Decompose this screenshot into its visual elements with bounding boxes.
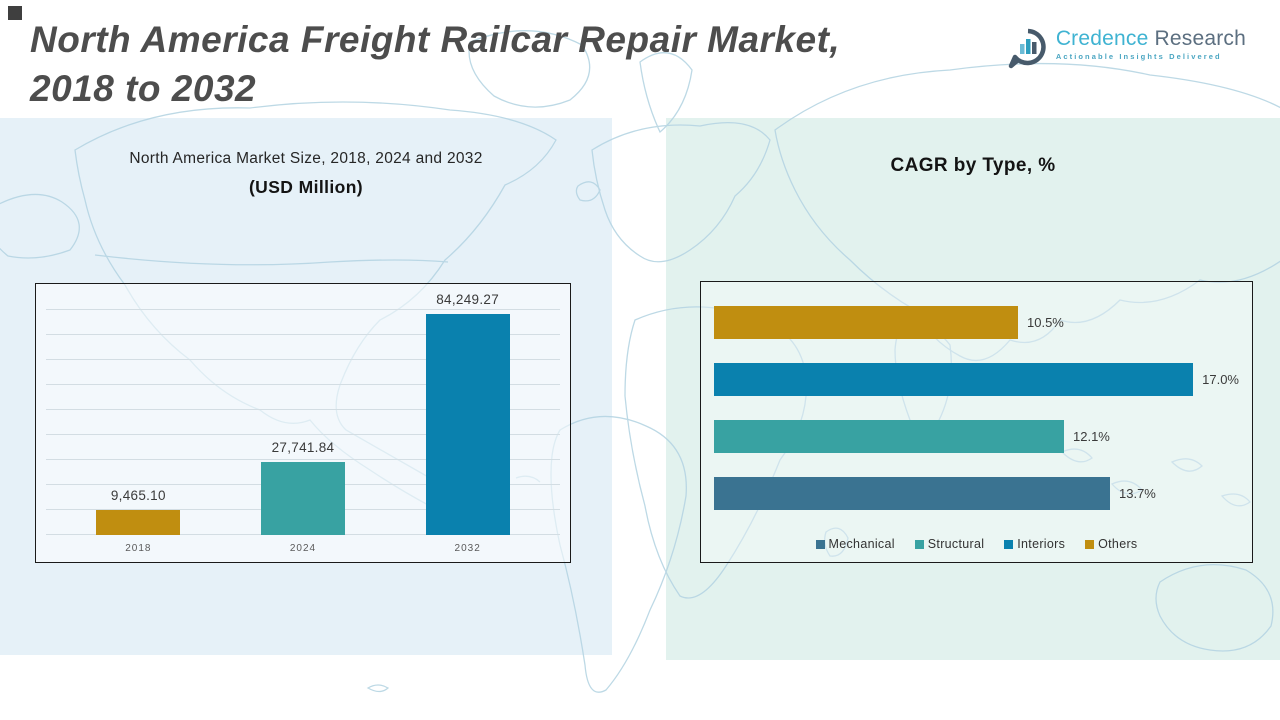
cagr-chart-title: CAGR by Type, % xyxy=(890,155,1056,176)
map-falklands xyxy=(366,684,390,693)
cagr-bar-mechanical xyxy=(714,477,1110,510)
legend-item-others: Others xyxy=(1085,537,1137,551)
legend-swatch xyxy=(1085,539,1095,549)
legend-item-structural: Structural xyxy=(914,537,985,551)
corner-accent-square xyxy=(8,6,22,20)
cagr-bar-row-mechanical: 13.7% xyxy=(714,477,1239,510)
cagr-bar-row-interiors: 17.0% xyxy=(714,363,1239,396)
legend-item-interiors: Interiors xyxy=(1004,537,1065,551)
bar-chart-logo-icon xyxy=(1008,28,1046,69)
bar-value-label: 9,465.10 xyxy=(110,488,166,503)
legend-label: Structural xyxy=(927,537,985,551)
legend-label: Interiors xyxy=(1017,537,1066,551)
market-size-bars: 9,465.10 2018 27,741.84 2024 84,249.27 2032 xyxy=(56,292,550,554)
market-size-chart-title-main: North America Market Size, 2018, 2024 an… xyxy=(129,150,483,167)
brand-logo-text: Credence Research Actionable Insights De… xyxy=(1056,28,1246,61)
legend-swatch xyxy=(914,539,924,549)
market-size-chart-title-units: (USD Million) xyxy=(248,177,364,197)
cagr-legend: Mechanical Structural Interiors Others xyxy=(701,537,1252,551)
page-title-line1: North America Freight Railcar Repair Mar… xyxy=(30,19,841,60)
legend-label: Mechanical xyxy=(828,537,895,551)
bar-category-label: 2024 xyxy=(289,543,317,554)
market-bar-group-2018: 9,465.10 2018 xyxy=(96,488,181,554)
brand-name: Credence Research xyxy=(1056,28,1246,49)
bar-value-label: 84,249.27 xyxy=(436,292,500,307)
legend-swatch xyxy=(815,539,825,549)
market-bar-group-2024: 27,741.84 2024 xyxy=(260,440,345,554)
market-bar-2018 xyxy=(96,510,181,535)
brand-logo: Credence Research Actionable Insights De… xyxy=(1008,28,1246,70)
cagr-bars: 10.5% 17.0% 12.1% 13.7% xyxy=(714,306,1239,534)
legend-item-mechanical: Mechanical xyxy=(815,537,895,551)
market-bar-2024 xyxy=(260,462,345,535)
legend-swatch xyxy=(1004,539,1014,549)
brand-name-secondary: Research xyxy=(1154,27,1246,50)
brand-name-primary: Credence xyxy=(1055,27,1149,50)
market-size-chart: 9,465.10 2018 27,741.84 2024 84,249.27 2032 xyxy=(35,283,571,563)
cagr-value-label: 12.1% xyxy=(1073,429,1110,444)
page-title: North America Freight Railcar Repair Mar… xyxy=(30,16,840,114)
market-bar-group-2032: 84,249.27 2032 xyxy=(425,292,510,554)
cagr-bar-others xyxy=(714,306,1018,339)
cagr-bar-structural xyxy=(714,420,1064,453)
legend-label: Others xyxy=(1098,537,1138,551)
cagr-bar-interiors xyxy=(714,363,1194,396)
cagr-chart: 10.5% 17.0% 12.1% 13.7% Mechanical Structura… xyxy=(700,281,1253,563)
page-title-line2: 2018 to 2032 xyxy=(30,67,257,109)
cagr-bar-row-structural: 12.1% xyxy=(714,420,1239,453)
cagr-value-label: 13.7% xyxy=(1119,486,1156,501)
cagr-value-label: 17.0% xyxy=(1202,372,1239,387)
market-size-chart-title: North America Market Size, 2018, 2024 an… xyxy=(0,150,612,198)
bar-category-label: 2032 xyxy=(454,543,481,554)
bar-category-label: 2018 xyxy=(125,543,152,554)
brand-tagline: Actionable Insights Delivered xyxy=(1055,52,1222,61)
bar-value-label: 27,741.84 xyxy=(271,440,335,455)
market-bar-2032 xyxy=(425,314,510,535)
cagr-value-label: 10.5% xyxy=(1027,315,1064,330)
cagr-bar-row-others: 10.5% xyxy=(714,306,1239,339)
